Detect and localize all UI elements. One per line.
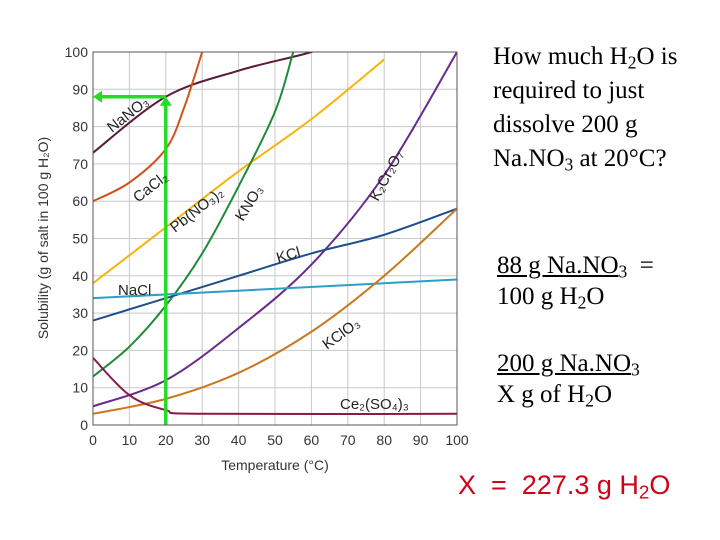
question-line-4: Na.NO3 at 20°C? bbox=[493, 145, 667, 175]
series-label-nano3: NaNO₃ bbox=[104, 93, 152, 136]
x-tick-label: 90 bbox=[413, 432, 429, 448]
series-label-ce2so43: Ce₂(SO₄)₃ bbox=[340, 396, 409, 413]
series-line-7 bbox=[93, 207, 457, 415]
solubility-chart: 0 10 20 30 40 50 60 70 80 90 100 0 10 20 30 40 50 60 70 80 9… bbox=[35, 44, 469, 473]
series-line-3 bbox=[93, 52, 295, 378]
x-tick-label: 80 bbox=[376, 432, 392, 448]
series-label-k2cr2o7: K₂Cr₂O₇ bbox=[367, 148, 408, 204]
x-axis-label: Temperature (°C) bbox=[221, 457, 329, 473]
ratio-known-numerator: 88 g Na.NO3 = bbox=[497, 252, 654, 282]
series-line-0 bbox=[93, 52, 315, 154]
y-tick-label: 10 bbox=[72, 380, 88, 396]
y-tick-label: 70 bbox=[72, 156, 88, 172]
y-tick-label: 0 bbox=[80, 417, 88, 433]
ratio-unknown: 200 g Na.NO3 X g of H2O bbox=[497, 348, 640, 410]
series-line-5 bbox=[93, 207, 457, 322]
x-tick-label: 30 bbox=[194, 432, 210, 448]
question-text: How much H2O is required to just dissolv… bbox=[493, 40, 718, 176]
ratio-unknown-denominator: X g of H2O bbox=[497, 381, 612, 411]
y-tick-label: 30 bbox=[72, 305, 88, 321]
guide-arrowhead-left bbox=[93, 90, 102, 103]
y-tick-label: 50 bbox=[72, 231, 88, 247]
plot-frame bbox=[92, 51, 458, 426]
y-tick-label: 80 bbox=[72, 119, 88, 135]
series-label-pbno32: Pb(NO₃)₂ bbox=[167, 184, 227, 236]
x-tick-label: 10 bbox=[122, 432, 138, 448]
y-tick-label: 40 bbox=[72, 268, 88, 284]
x-tick-label: 40 bbox=[231, 432, 247, 448]
y-axis-label: Solubility (g of salt in 100 g H₂O) bbox=[35, 137, 51, 339]
x-tick-label: 100 bbox=[445, 432, 469, 448]
y-tick-label: 90 bbox=[72, 81, 88, 97]
question-line-2: required to just bbox=[493, 77, 645, 104]
y-tick-label: 100 bbox=[65, 44, 89, 60]
y-tick-label: 20 bbox=[72, 342, 88, 358]
y-tick-label: 60 bbox=[72, 193, 88, 209]
chart-curves bbox=[93, 52, 457, 416]
series-line-2 bbox=[93, 58, 385, 285]
question-line-1: How much H2O is bbox=[493, 43, 678, 73]
x-tick-label: 0 bbox=[89, 432, 97, 448]
x-tick-label: 60 bbox=[304, 432, 320, 448]
chart-ticks: 0 10 20 30 40 50 60 70 80 90 100 0 10 20 30 40 50 60 70 80 9… bbox=[65, 44, 469, 448]
ratio-unknown-numerator: 200 g Na.NO3 bbox=[497, 350, 640, 380]
x-tick-label: 50 bbox=[267, 432, 283, 448]
series-label-nacl: NaCl bbox=[118, 282, 151, 299]
guide-arrowhead-up bbox=[159, 96, 172, 106]
ratio-known-denominator: 100 g H2O bbox=[497, 283, 605, 313]
chart-guide bbox=[93, 90, 172, 425]
series-label-kcl: KCl bbox=[274, 244, 302, 267]
series-line-6 bbox=[93, 278, 457, 300]
answer-text: X = 227.3 g H2O bbox=[458, 470, 671, 504]
x-tick-label: 20 bbox=[158, 432, 174, 448]
ratio-known: 88 g Na.NO3 = 100 g H2O bbox=[497, 250, 654, 312]
x-tick-label: 70 bbox=[340, 432, 356, 448]
question-line-3: dissolve 200 g bbox=[493, 111, 638, 138]
series-line-8 bbox=[93, 357, 457, 416]
